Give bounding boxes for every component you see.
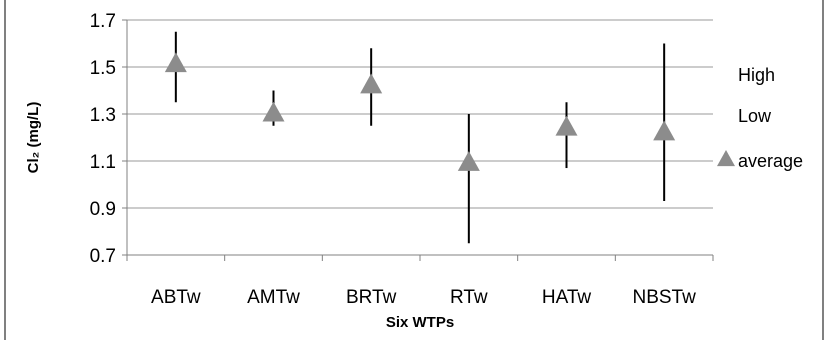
y-tick-label-1: 0.9	[90, 199, 116, 220]
y-tick-labels: 0.7 0.9 1.1 1.3 1.5 1.7	[90, 11, 116, 267]
x-axis-title: Six WTPs	[386, 314, 454, 331]
y-tick-label-5: 1.7	[90, 11, 116, 32]
x-tick-label-NBSTw: NBSTw	[632, 287, 696, 308]
x-tick-label-RTw: RTw	[450, 287, 488, 308]
x-tick-label-ABTw: ABTw	[151, 287, 201, 308]
legend-entry-low: Low	[738, 106, 772, 126]
legend-entry-average: average	[738, 151, 803, 171]
average-marker-BRTw	[360, 73, 383, 94]
average-markers	[164, 52, 676, 171]
x-tick-label-HATw: HATw	[542, 287, 592, 308]
average-marker-AMTw	[262, 101, 285, 122]
x-tick-label-AMTw: AMTw	[247, 287, 300, 308]
y-tick-label-0: 0.7	[90, 246, 116, 267]
legend: High Low average	[717, 65, 803, 171]
grid	[122, 19, 714, 261]
average-marker-RTw	[457, 151, 480, 171]
average-marker-HATw	[555, 115, 578, 136]
y-tick-label-4: 1.5	[90, 58, 116, 79]
x-tick-label-BRTw: BRTw	[346, 287, 397, 308]
axes	[126, 20, 713, 256]
average-marker-NBSTw	[653, 120, 676, 141]
y-axis-title: Cl₂ (mg/L)	[25, 102, 42, 174]
high-low-lines	[174, 31, 666, 244]
y-tick-label-3: 1.3	[90, 105, 116, 126]
average-marker-ABTw	[164, 52, 187, 73]
legend-marker-average	[717, 149, 735, 167]
legend-entry-high: High	[738, 65, 775, 85]
x-tick-labels: ABTw AMTw BRTw RTw HATw NBSTw	[151, 287, 696, 308]
y-tick-label-2: 1.1	[90, 152, 116, 173]
